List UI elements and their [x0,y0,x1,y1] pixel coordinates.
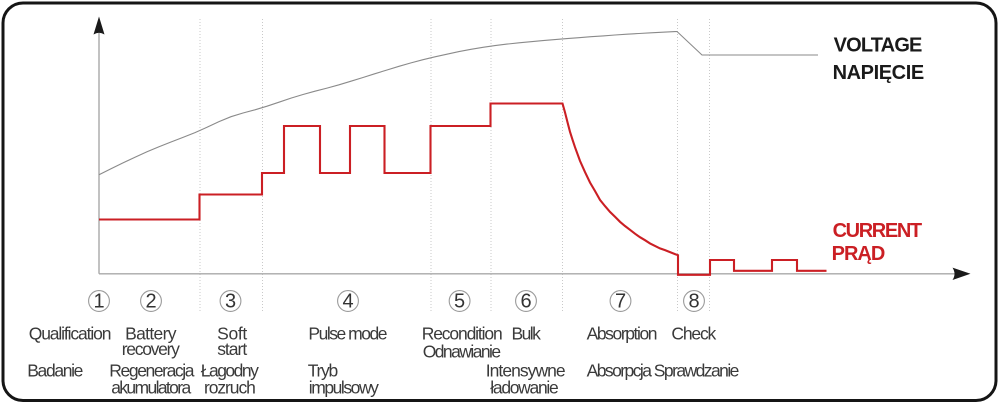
svg-text:8: 8 [688,291,699,313]
svg-text:Absorption: Absorption [587,324,658,344]
svg-text:3: 3 [225,291,236,313]
svg-text:recovery: recovery [122,339,180,359]
svg-text:CURRENT: CURRENT [833,220,923,242]
svg-text:Recondition: Recondition [422,324,503,344]
svg-text:1: 1 [93,291,104,313]
svg-text:Check: Check [671,324,716,344]
svg-text:start: start [217,339,247,359]
svg-text:Bulk: Bulk [512,324,542,344]
svg-text:Pulse mode: Pulse mode [308,324,387,344]
svg-text:impulsowy: impulsowy [309,378,379,398]
svg-text:Soft: Soft [217,324,247,344]
svg-text:7: 7 [615,291,626,313]
svg-text:2: 2 [145,291,156,313]
svg-text:6: 6 [520,291,531,313]
svg-text:Absorpcja Sprawdzanie: Absorpcja Sprawdzanie [587,361,740,381]
svg-text:akumulatora: akumulatora [111,378,191,398]
svg-text:4: 4 [342,291,353,313]
svg-text:Łagodny: Łagodny [201,361,259,381]
svg-text:VOLTAGE: VOLTAGE [834,35,923,57]
svg-text:Badanie: Badanie [27,361,83,381]
svg-text:Regeneracja: Regeneracja [109,361,194,381]
svg-text:Battery: Battery [125,324,177,344]
svg-text:Odnawianie: Odnawianie [423,342,501,362]
svg-text:Intensywne: Intensywne [486,361,566,381]
svg-text:ładowanie: ładowanie [490,378,558,398]
svg-text:rozruch: rozruch [204,378,256,398]
svg-text:NAPIĘCIE: NAPIĘCIE [833,62,925,84]
svg-text:5: 5 [454,291,465,313]
svg-text:Qualification: Qualification [29,324,112,344]
svg-text:Tryb: Tryb [308,361,338,381]
svg-text:PRĄD: PRĄD [832,243,886,265]
